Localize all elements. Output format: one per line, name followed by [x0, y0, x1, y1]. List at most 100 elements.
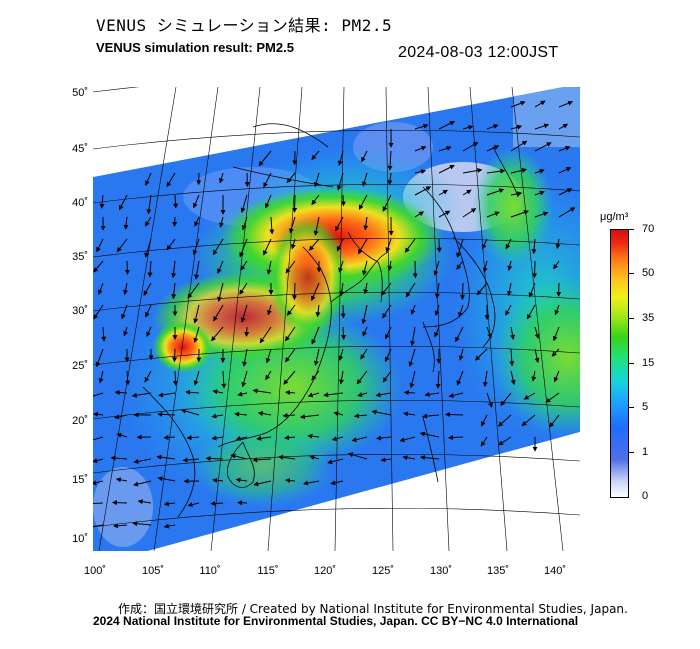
wind-arrow	[384, 348, 392, 363]
wind-arrow	[448, 435, 464, 441]
wind-arrow	[506, 282, 512, 297]
wind-arrow	[371, 409, 392, 416]
wind-arrow	[157, 476, 176, 482]
wind-arrow	[551, 348, 560, 357]
wind-arrow	[363, 282, 369, 295]
wind-arrow	[486, 168, 506, 174]
wind-arrow	[144, 238, 152, 258]
wind-arrow	[240, 260, 248, 271]
wind-arrow	[230, 453, 248, 460]
wind-arrow	[552, 326, 560, 342]
wind-arrow	[278, 454, 296, 460]
wind-arrow	[115, 477, 128, 483]
wind-arrow	[221, 370, 227, 389]
wind-arrow	[244, 326, 250, 337]
wind-arrow	[111, 500, 128, 506]
wind-arrow	[361, 150, 368, 163]
wind-arrow	[218, 172, 224, 184]
wind-arrow	[258, 150, 272, 167]
wind-arrow	[510, 140, 528, 152]
wind-arrow	[240, 304, 248, 323]
wind-arrow	[534, 142, 552, 152]
wind-arrow	[456, 238, 464, 258]
wind-arrow	[534, 100, 546, 108]
wind-arrow	[182, 457, 200, 463]
wind-arrow	[362, 326, 368, 337]
wind-arrow	[145, 172, 152, 186]
pm25-map	[83, 75, 581, 552]
wind-arrow	[363, 216, 369, 231]
wind-arrow	[313, 348, 320, 366]
wind-arrow	[458, 304, 464, 318]
wind-arrow	[399, 436, 416, 443]
wind-arrow	[482, 260, 488, 273]
wind-arrow	[212, 389, 224, 395]
wind-arrow	[340, 194, 346, 207]
wind-arrow	[185, 389, 200, 395]
wind-arrow	[285, 326, 296, 342]
wind-arrow	[424, 391, 440, 397]
wind-arrow	[171, 282, 177, 300]
wind-arrow	[549, 414, 560, 428]
wind-arrow	[333, 411, 344, 417]
wind-arrow	[510, 167, 527, 174]
wind-arrow	[558, 146, 571, 152]
wind-arrow	[269, 216, 275, 235]
wind-arrow	[362, 260, 368, 276]
wind-arrow	[486, 124, 499, 130]
wind-arrow	[96, 238, 104, 253]
wind-arrow	[210, 500, 224, 506]
lon-label: 125˚	[371, 565, 395, 577]
lon-label: 105˚	[141, 565, 165, 577]
wind-arrow	[462, 142, 479, 152]
wind-arrow	[510, 191, 523, 197]
wind-arrow	[217, 282, 224, 302]
lon-label: 135˚	[486, 565, 510, 577]
wind-arrow	[311, 194, 320, 206]
colorbar-unit: μg/m³	[600, 211, 629, 223]
wind-arrow	[193, 304, 200, 324]
wind-arrow	[534, 190, 545, 196]
wind-arrow	[438, 145, 452, 152]
colorbar-tick: 0	[642, 490, 649, 502]
wind-arrow	[351, 436, 368, 443]
wind-arrow	[357, 238, 368, 255]
wind-arrow	[448, 392, 464, 398]
wind-arrow	[361, 304, 368, 325]
wind-arrow	[480, 436, 488, 447]
wind-arrow	[414, 169, 427, 175]
wind-arrow	[462, 189, 472, 196]
wind-arrow	[252, 457, 272, 463]
wind-arrow	[119, 194, 128, 211]
wind-arrow	[133, 480, 152, 487]
wind-arrow	[285, 390, 296, 396]
lat-label: 50˚	[72, 87, 88, 99]
wind-arrow	[534, 211, 549, 218]
wind-arrow	[419, 431, 440, 438]
wind-arrow	[337, 150, 344, 166]
wind-arrow	[237, 391, 248, 397]
wind-arrow	[497, 414, 512, 427]
wind-arrow	[123, 282, 128, 296]
wind-arrow	[92, 411, 104, 417]
wind-arrow	[287, 304, 296, 316]
wind-arrow	[434, 304, 440, 317]
wind-arrow	[265, 370, 272, 381]
wind-arrow	[414, 123, 429, 130]
wind-arrow	[283, 370, 296, 385]
wind-arrow	[531, 238, 537, 255]
wind-arrow	[523, 392, 536, 400]
wind-arrow	[259, 326, 272, 344]
wind-arrow	[353, 413, 368, 419]
wind-arrow	[558, 123, 569, 130]
wind-arrow	[309, 455, 320, 460]
wind-arrow	[510, 210, 530, 218]
wind-arrow	[460, 282, 466, 301]
wind-arrow	[217, 260, 224, 274]
wind-arrow	[239, 238, 248, 258]
wind-arrow	[311, 326, 320, 345]
wind-arrow	[361, 172, 368, 187]
wind-arrow	[553, 260, 560, 270]
wind-arrow	[266, 260, 272, 275]
wind-arrow	[98, 370, 104, 384]
